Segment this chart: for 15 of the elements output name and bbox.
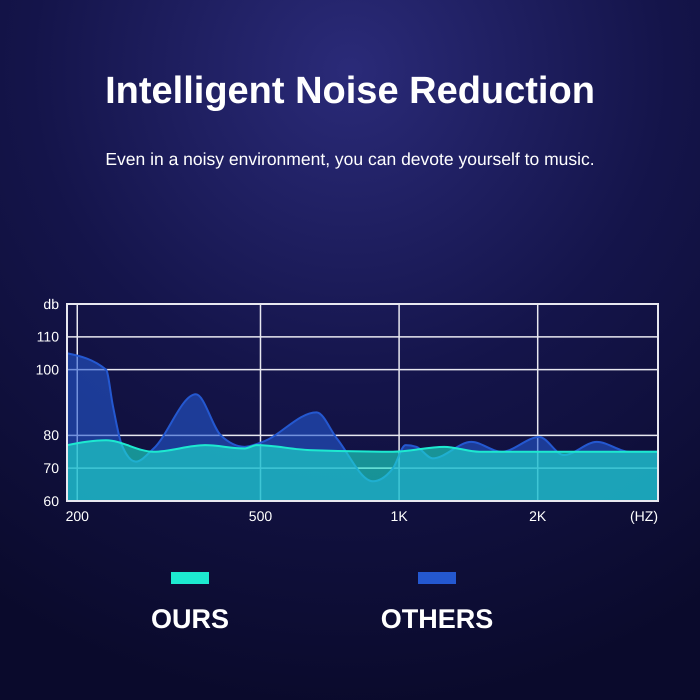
y-axis-title: db xyxy=(43,296,60,312)
x-tick-label: 1K xyxy=(390,508,408,524)
x-tick-label: 500 xyxy=(248,508,272,524)
y-tick-label: 70 xyxy=(43,460,60,476)
y-tick-label: 100 xyxy=(36,362,60,378)
y-tick-label: 110 xyxy=(36,328,60,345)
legend-label: OTHERS xyxy=(380,604,494,634)
x-axis-title: (HZ) xyxy=(630,508,658,524)
chart-title: Intelligent Noise Reduction xyxy=(105,70,595,112)
chart-subtitle: Even in a noisy environment, you can devote yourself to music. xyxy=(105,149,595,169)
x-tick-label: 200 xyxy=(66,508,90,524)
legend-label: OURS xyxy=(150,604,230,634)
y-tick-label: 80 xyxy=(43,427,60,444)
y-tick-label: 60 xyxy=(43,492,60,509)
x-tick-label: 2K xyxy=(529,508,547,524)
